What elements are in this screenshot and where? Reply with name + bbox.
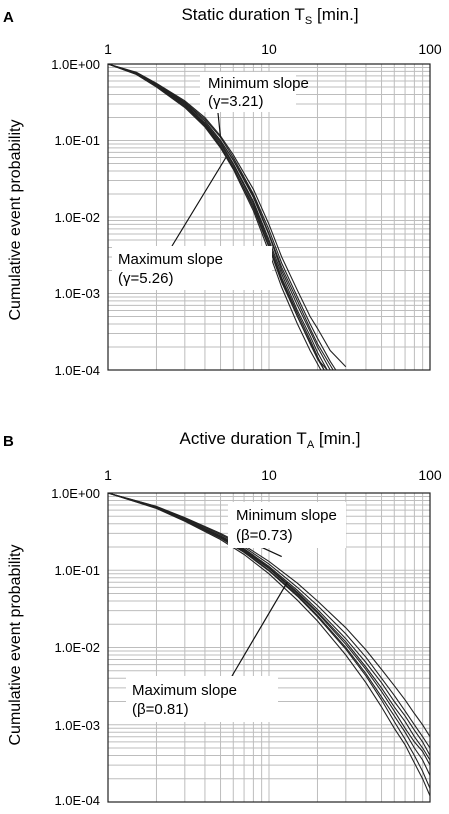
panel-b-letter: B: [3, 433, 14, 450]
panel-b-plot-frame: [107, 492, 431, 803]
panel-a-series-8-line: [107, 63, 328, 371]
panel-a-min-slope-label: Minimum slope: [208, 75, 309, 92]
panel-b-title-text: Active duration T: [180, 429, 307, 448]
panel-b-series-5-line: [107, 492, 431, 797]
panel-b-series-2-line: [107, 492, 431, 749]
panel-b-series-4-line: [107, 492, 431, 737]
panel-b-ytick-1e-2: 1.0E-02: [54, 640, 100, 655]
panel-a-title: Static duration TS [min.]: [181, 5, 358, 27]
panel-b-title-unit: [min.]: [314, 429, 360, 448]
panel-a-ylabel: Cumulative event probability: [7, 120, 24, 321]
panel-a: A Static duration TS [min.] Cumulative e…: [3, 5, 442, 378]
panel-b-ytick-1e-3: 1.0E-03: [54, 718, 100, 733]
panel-a-max-slope-label: Maximum slope: [118, 251, 223, 268]
panel-b-series-group: [107, 492, 431, 797]
panel-a-max-slope-value: (γ=5.26): [118, 270, 173, 287]
panel-a-title-subscript: S: [305, 15, 312, 27]
panel-b-title-subscript: A: [307, 439, 315, 451]
panel-b-min-slope-box: [228, 502, 346, 548]
panel-a-ytick-1e-3: 1.0E-03: [54, 286, 100, 301]
panel-a-max-slope-box: [112, 246, 272, 290]
panel-b-max-slope-pointer: [231, 581, 288, 677]
panel-b-ytick-1e0: 1.0E+00: [51, 486, 100, 501]
panel-a-letter: A: [3, 9, 14, 26]
panel-a-min-slope-box: [200, 72, 296, 112]
panel-b-xtick-10: 10: [261, 467, 277, 483]
panel-b-max-slope-value: (β=0.81): [132, 701, 189, 718]
panel-b-title: Active duration TA [min.]: [180, 429, 361, 451]
panel-a-ytick-1e0: 1.0E+00: [51, 57, 100, 72]
panel-b-series-7-line: [107, 492, 431, 776]
panel-a-xtick-100: 100: [418, 41, 442, 57]
panel-b-min-slope-label: Minimum slope: [236, 507, 337, 524]
panel-a-series-5-line: [107, 63, 337, 371]
panel-b-max-slope-box: [126, 676, 278, 722]
panel-a-min-slope-pointer: [217, 112, 222, 138]
panel-b-max-slope-label: Maximum slope: [132, 682, 237, 699]
panel-b-ytick-1e-1: 1.0E-01: [54, 563, 100, 578]
panel-a-series-7-line: [107, 63, 347, 368]
panel-a-max-slope-pointer: [171, 157, 227, 247]
panel-b-ytick-1e-4: 1.0E-04: [54, 793, 100, 808]
panel-b-ylabel: Cumulative event probability: [7, 545, 24, 746]
panel-a-ytick-1e-1: 1.0E-01: [54, 133, 100, 148]
panel-a-xtick-1: 1: [104, 41, 112, 57]
panel-a-series-6-line: [107, 63, 325, 371]
panel-b-xtick-100: 100: [418, 467, 442, 483]
panel-a-ytick-1e-2: 1.0E-02: [54, 210, 100, 225]
panel-b: B Active duration TA [min.] Cumulative e…: [3, 429, 442, 808]
panel-a-min-slope-value: (γ=3.21): [208, 93, 263, 110]
panel-b-min-slope-value: (β=0.73): [236, 527, 293, 544]
panel-a-series-group: [107, 63, 347, 371]
panel-a-title-unit: [min.]: [312, 5, 358, 24]
panel-a-xtick-10: 10: [261, 41, 277, 57]
panel-a-ytick-1e-4: 1.0E-04: [54, 363, 100, 378]
panel-a-grid: [108, 64, 430, 370]
panel-a-title-text: Static duration T: [181, 5, 304, 24]
panel-a-series-9-line: [107, 63, 334, 371]
panel-b-xtick-1: 1: [104, 467, 112, 483]
panel-b-series-8-line: [107, 492, 431, 761]
panel-a-plot-frame: [107, 63, 431, 371]
